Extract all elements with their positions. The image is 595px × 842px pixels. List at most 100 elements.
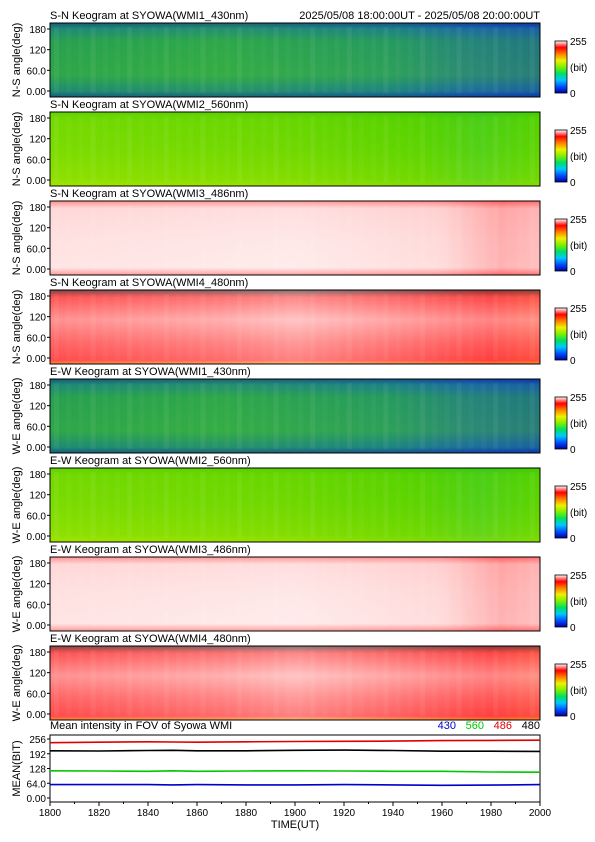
heatmap-texture (456, 205, 462, 271)
heatmap-texture (54, 294, 59, 360)
heatmap-texture (505, 116, 510, 182)
heatmap-texture (213, 472, 218, 538)
heatmap-texture (335, 27, 340, 93)
heatmap-texture (90, 116, 96, 182)
heatmap-texture (298, 650, 303, 716)
heatmap-texture (359, 294, 364, 360)
heatmap-texture (66, 205, 71, 271)
heatmap-texture (273, 472, 279, 538)
heatmap-texture (432, 205, 437, 271)
heatmap-texture (78, 561, 83, 627)
heatmap-texture (371, 116, 376, 182)
colorbar-min-label: 0 (570, 623, 576, 634)
heatmap-overlay (50, 290, 540, 364)
heatmap-texture (298, 205, 303, 271)
heatmap-texture (420, 472, 425, 538)
heatmap-texture (200, 27, 206, 93)
heatmap-texture (396, 561, 401, 627)
heatmap-texture (66, 383, 71, 449)
colorbar-max-label: 255 (570, 660, 587, 671)
heatmap-texture (408, 294, 413, 360)
x-tick-label: 1920 (333, 808, 356, 819)
heatmap-texture (469, 561, 474, 627)
heatmap-texture (505, 205, 510, 271)
heatmap-texture (420, 294, 425, 360)
heatmap-texture (188, 27, 193, 93)
colorbar-unit-label: (bit) (570, 330, 587, 341)
heatmap-texture (286, 650, 291, 716)
heatmap-texture (346, 27, 352, 93)
heatmap-texture (371, 27, 376, 93)
heatmap-texture (493, 294, 499, 360)
panel-title: E-W Keogram at SYOWA(WMI4_480nm) (50, 633, 251, 645)
heatmap-texture (261, 472, 266, 538)
heatmap-texture (66, 294, 71, 360)
heatmap-texture (139, 205, 144, 271)
legend-label-486: 486 (494, 720, 512, 732)
x-tick-label: 1980 (480, 808, 503, 819)
heatmap-texture (444, 650, 449, 716)
heatmap-texture (139, 116, 144, 182)
y-axis-label: W-E angle(deg) (11, 378, 23, 455)
panel-frame (49, 22, 541, 98)
heatmap-texture (310, 472, 316, 538)
heatmap-texture (188, 472, 193, 538)
heatmap-texture (383, 205, 389, 271)
heatmap-texture (396, 27, 401, 93)
colorbar-max-label: 255 (570, 571, 587, 582)
heatmap-texture (163, 383, 169, 449)
heatmap-texture (518, 27, 523, 93)
heatmap-texture (176, 116, 181, 182)
y-tick-label: 0.00 (27, 532, 47, 543)
heatmap-texture (469, 294, 474, 360)
heatmap-texture (298, 561, 303, 627)
heatmap-texture (408, 27, 413, 93)
heatmap-texture (90, 205, 96, 271)
heatmap-texture (444, 294, 449, 360)
heatmap-texture (152, 27, 157, 93)
panel-frame (49, 467, 541, 543)
heatmap-texture (163, 561, 169, 627)
heatmap-texture (420, 116, 425, 182)
heatmap-texture (469, 650, 474, 716)
heatmap-texture (529, 561, 535, 627)
heatmap-texture (261, 116, 266, 182)
heatmap-texture (152, 472, 157, 538)
heatmap-texture (213, 294, 218, 360)
heatmap-texture (310, 650, 316, 716)
heatmap-texture (273, 294, 279, 360)
panel-frame (49, 556, 541, 632)
heatmap-texture (261, 205, 266, 271)
heatmap-texture (346, 116, 352, 182)
panel-frame (49, 378, 541, 454)
heatmap-texture (335, 383, 340, 449)
heatmap-texture (103, 205, 108, 271)
heatmap-texture (225, 472, 230, 538)
y-tick-label: 180 (29, 470, 46, 481)
y-tick-label: 60.0 (27, 689, 47, 700)
heatmap-texture (237, 27, 242, 93)
panel-title: E-W Keogram at SYOWA(WMI3_486nm) (50, 544, 251, 556)
heatmap-texture (383, 472, 389, 538)
heatmap-texture (396, 472, 401, 538)
heatmap-texture (322, 561, 327, 627)
heatmap-texture (310, 205, 316, 271)
y-tick-label: 180 (29, 25, 46, 36)
x-tick-label: 1860 (186, 808, 209, 819)
x-tick-label: 2000 (529, 808, 552, 819)
heatmap-texture (213, 383, 218, 449)
heatmap-texture (481, 205, 486, 271)
heatmap-texture (493, 650, 499, 716)
heatmap-texture (139, 561, 144, 627)
heatmap-texture (505, 650, 510, 716)
heatmap-texture (456, 561, 462, 627)
heatmap-texture (103, 294, 108, 360)
heatmap-texture (383, 116, 389, 182)
heatmap-texture (408, 383, 413, 449)
heatmap-texture (322, 650, 327, 716)
heatmap-overlay (50, 201, 540, 275)
heatmap-texture (213, 205, 218, 271)
y-tick-label: 60.0 (27, 155, 47, 166)
colorbar-min-label: 0 (570, 178, 576, 189)
heatmap-texture (163, 650, 169, 716)
